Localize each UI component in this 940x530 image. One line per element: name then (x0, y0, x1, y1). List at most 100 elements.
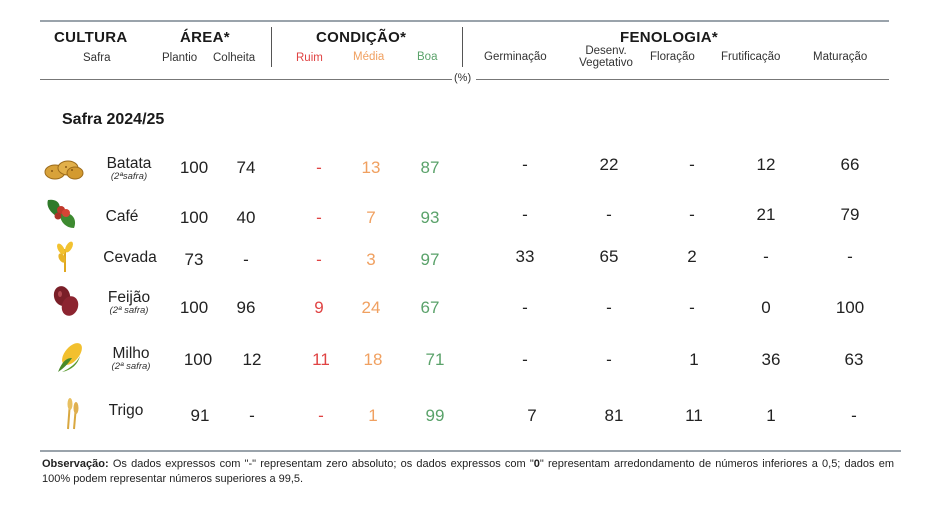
cell-frutificacao: 0 (761, 298, 771, 317)
corn-icon (58, 343, 82, 372)
crop-name: Batata (106, 155, 152, 172)
footnote-zero: 0 (533, 458, 540, 470)
cell-frutificacao: 21 (756, 205, 776, 224)
footnote-text-1: Os dados expressos com "-" representam z… (108, 458, 534, 470)
header-maturacao: Maturação (813, 51, 868, 63)
crop-label-batata: Batata (2ªsafra) (96, 155, 162, 182)
cell-plantio: 100 (179, 158, 209, 177)
section-title: Safra 2024/25 (62, 111, 165, 128)
header-rule-right (476, 79, 889, 80)
header-fenologia: FENOLOGIA* (620, 29, 719, 46)
header-separator (462, 27, 463, 67)
header-boa: Boa (417, 51, 438, 63)
crop-name: Milho (112, 345, 150, 362)
cell-plantio: 91 (190, 406, 210, 425)
cell-ruim: 11 (312, 350, 330, 369)
cell-media: 3 (366, 250, 376, 269)
cell-ruim: - (318, 406, 324, 425)
cell-boa: 97 (420, 250, 440, 269)
header-frutificacao: Frutificação (721, 51, 781, 63)
cell-desenv: 22 (599, 155, 619, 174)
cell-frutificacao: 12 (756, 155, 776, 174)
cell-plantio: 100 (179, 298, 209, 317)
crop-sub: (2ªsafra) (110, 171, 148, 182)
footnote-label: Observação: (42, 458, 109, 470)
cell-floracao: - (689, 205, 695, 224)
bottom-rule (40, 450, 901, 452)
cell-media: 24 (361, 298, 381, 317)
cell-maturacao: - (847, 247, 853, 266)
header-ruim: Ruim (296, 52, 323, 64)
cell-boa: 99 (425, 406, 445, 425)
header-area: ÁREA* (180, 29, 230, 46)
potato-icon (44, 160, 84, 180)
cell-germinacao: - (522, 298, 528, 317)
cell-boa: 71 (425, 350, 445, 369)
header-desenv-line2: Vegetativo (579, 57, 633, 69)
top-rule (40, 20, 889, 22)
cell-media: 1 (368, 406, 378, 425)
header-colheita: Colheita (213, 52, 256, 64)
cell-boa: 67 (420, 298, 440, 317)
cell-media: 7 (366, 208, 376, 227)
cell-germinacao: - (522, 155, 528, 174)
cell-ruim: - (316, 158, 322, 177)
header-desenv: Desenv. Vegetativo (568, 45, 644, 69)
cell-germinacao: - (522, 350, 528, 369)
cell-maturacao: 66 (840, 155, 860, 174)
cell-plantio: 73 (184, 250, 204, 269)
cell-maturacao: - (851, 406, 857, 425)
header-condicao: CONDIÇÃO* (316, 29, 407, 46)
cell-ruim: 9 (314, 298, 324, 317)
cell-germinacao: 7 (527, 406, 537, 425)
cell-desenv: 81 (604, 406, 624, 425)
cell-floracao: 11 (685, 406, 703, 425)
footnote: Observação: Os dados expressos com "-" r… (42, 457, 894, 487)
crop-name: Cevada (103, 249, 157, 266)
coffee-icon (47, 199, 76, 228)
cell-colheita: - (249, 406, 255, 425)
crop-name: Café (105, 208, 139, 225)
cell-germinacao: 33 (515, 247, 535, 266)
crop-label-trigo: Trigo (98, 402, 154, 420)
header-safra: Safra (83, 52, 111, 64)
cell-colheita: 12 (242, 350, 262, 369)
cell-floracao: 1 (689, 350, 699, 369)
cell-colheita: - (243, 250, 249, 269)
crop-label-cevada: Cevada (98, 249, 162, 267)
header-plantio: Plantio (162, 52, 198, 64)
cell-maturacao: 63 (844, 350, 864, 369)
header-separator (271, 27, 272, 67)
cell-desenv: - (606, 298, 612, 317)
cell-floracao: 2 (687, 247, 697, 266)
cell-desenv: - (606, 350, 612, 369)
cell-desenv: 65 (599, 247, 619, 266)
header-rule-left (40, 79, 452, 80)
header-germinacao: Germinação (484, 51, 547, 63)
cell-boa: 87 (420, 158, 440, 177)
cell-plantio: 100 (179, 208, 209, 227)
cell-media: 13 (361, 158, 381, 177)
cell-floracao: - (689, 298, 695, 317)
cell-boa: 93 (420, 208, 440, 227)
bean-icon (53, 286, 79, 316)
cell-ruim: - (316, 250, 322, 269)
cell-frutificacao: 36 (761, 350, 781, 369)
barley-icon (57, 241, 73, 272)
cell-colheita: 96 (236, 298, 256, 317)
header-desenv-line1: Desenv. (585, 45, 627, 57)
crop-label-cafe: Café (96, 208, 148, 226)
cell-maturacao: 100 (835, 298, 865, 317)
cell-frutificacao: 1 (766, 406, 776, 425)
crop-sub: (2ª safra) (109, 305, 149, 316)
crop-label-feijao: Feijão (2ª safra) (96, 289, 162, 316)
crop-name: Feijão (107, 289, 151, 306)
cell-colheita: 40 (236, 208, 256, 227)
cell-frutificacao: - (763, 247, 769, 266)
header-cultura: CULTURA (54, 29, 128, 46)
header-floracao: Floração (650, 51, 695, 63)
header-unit: (%) (454, 72, 472, 84)
footnote-text-2: " representam arredondamento de números … (42, 458, 895, 485)
crop-label-milho: Milho (2ª safra) (98, 345, 164, 372)
cell-floracao: - (689, 155, 695, 174)
